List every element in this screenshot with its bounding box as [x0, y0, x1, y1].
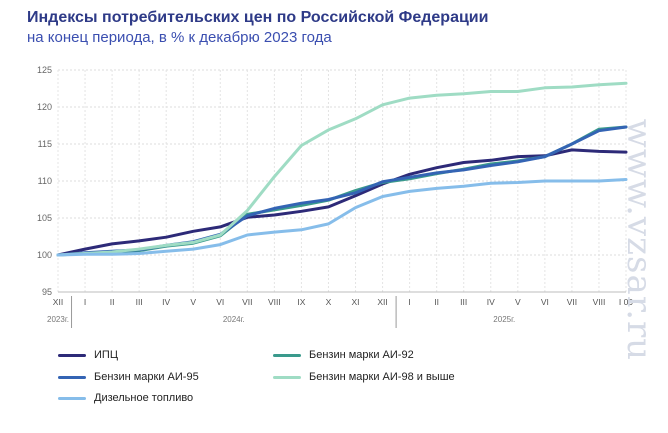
year-label: 2023г.	[47, 315, 69, 324]
x-tick-label: X	[326, 297, 332, 307]
y-tick-label: 110	[38, 176, 52, 186]
x-tick-label: IX	[297, 297, 305, 307]
x-tick-label: XI	[352, 297, 360, 307]
y-tick-label: 120	[37, 102, 52, 112]
series-line-0	[56, 148, 628, 257]
y-tick-label: 100	[37, 250, 52, 260]
x-tick-label: I 09	[619, 297, 633, 307]
watermark: www.vzsar.ru	[614, 60, 664, 420]
x-tick-label: XII	[377, 297, 387, 307]
x-tick-label: VI	[541, 297, 549, 307]
x-tick-label: II	[110, 297, 115, 307]
x-tick-label: II	[434, 297, 439, 307]
x-tick-label: V	[190, 297, 196, 307]
x-tick-label: XII	[53, 297, 63, 307]
x-tick-label: VIII	[593, 297, 606, 307]
watermark-text: www.vzsar.ru	[619, 118, 659, 362]
y-tick-label: 115	[38, 139, 52, 149]
series-line-3	[56, 81, 628, 257]
x-tick-label: III	[136, 297, 143, 307]
x-tick-label: III	[460, 297, 467, 307]
chart-subtitle: на конец периода, в % к декабрю 2023 год…	[27, 29, 332, 46]
series-line-1	[56, 125, 628, 257]
year-label: 2024г.	[223, 315, 245, 324]
y-tick-label: 105	[37, 213, 52, 223]
series-line-4	[56, 178, 628, 257]
x-tick-label: IV	[162, 297, 170, 307]
x-tick-label: VI	[216, 297, 224, 307]
y-tick-label: 125	[37, 65, 52, 75]
chart-title: Индексы потребительских цен по Российско…	[27, 9, 489, 26]
series-line-2	[56, 125, 628, 257]
x-tick-label: VIII	[268, 297, 281, 307]
x-tick-label: I	[408, 297, 410, 307]
x-tick-label: V	[515, 297, 521, 307]
x-tick-label: VII	[567, 297, 577, 307]
x-tick-label: I	[84, 297, 86, 307]
x-tick-label: IV	[487, 297, 495, 307]
y-tick-label: 95	[42, 287, 52, 297]
x-tick-label: VII	[242, 297, 252, 307]
year-label: 2025г.	[493, 315, 515, 324]
